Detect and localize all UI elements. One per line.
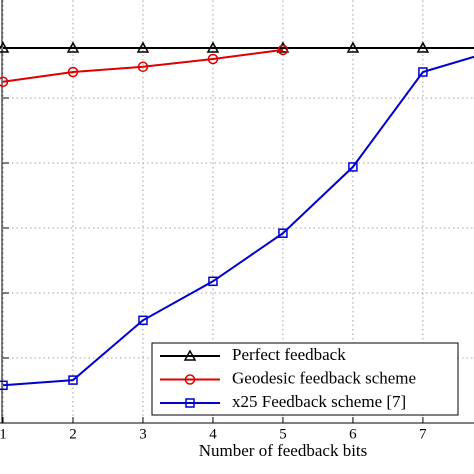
x-tick-label: 5 bbox=[279, 426, 287, 442]
marker bbox=[208, 276, 218, 287]
marker bbox=[206, 41, 220, 53]
marker bbox=[137, 61, 149, 73]
marker bbox=[416, 41, 430, 53]
marker bbox=[68, 375, 78, 385]
marker bbox=[348, 162, 358, 172]
marker bbox=[183, 349, 197, 361]
series-line bbox=[2, 55, 474, 387]
marker bbox=[346, 41, 360, 53]
marker bbox=[0, 76, 9, 87]
marker bbox=[276, 41, 290, 53]
marker bbox=[418, 67, 428, 77]
x-axis-label: Number of feedback bits bbox=[199, 441, 368, 460]
x-tick-label: 3 bbox=[139, 426, 147, 442]
series-line bbox=[2, 48, 284, 83]
marker bbox=[0, 380, 8, 391]
legend-label: x25 Feedback scheme [7] bbox=[232, 392, 406, 411]
marker bbox=[184, 374, 196, 385]
marker bbox=[277, 44, 289, 56]
x-tick-label: 1 bbox=[0, 426, 7, 442]
legend-label: Perfect feedback bbox=[232, 345, 346, 364]
x-tick-label: 2 bbox=[69, 426, 77, 442]
marker bbox=[207, 53, 219, 65]
marker bbox=[138, 315, 148, 326]
marker bbox=[185, 398, 195, 408]
marker bbox=[66, 41, 80, 53]
x-tick-label: 4 bbox=[209, 426, 217, 442]
legend: Perfect feedback Geodesic feedback scheme… bbox=[151, 342, 459, 416]
plot-area bbox=[0, 41, 474, 391]
marker bbox=[278, 228, 288, 238]
marker bbox=[0, 41, 10, 53]
x-tick-label: 7 bbox=[419, 426, 427, 442]
x-tick-label: 6 bbox=[349, 426, 357, 442]
legend-label: Geodesic feedback scheme bbox=[232, 368, 416, 387]
marker bbox=[67, 66, 79, 78]
marker bbox=[136, 41, 150, 53]
